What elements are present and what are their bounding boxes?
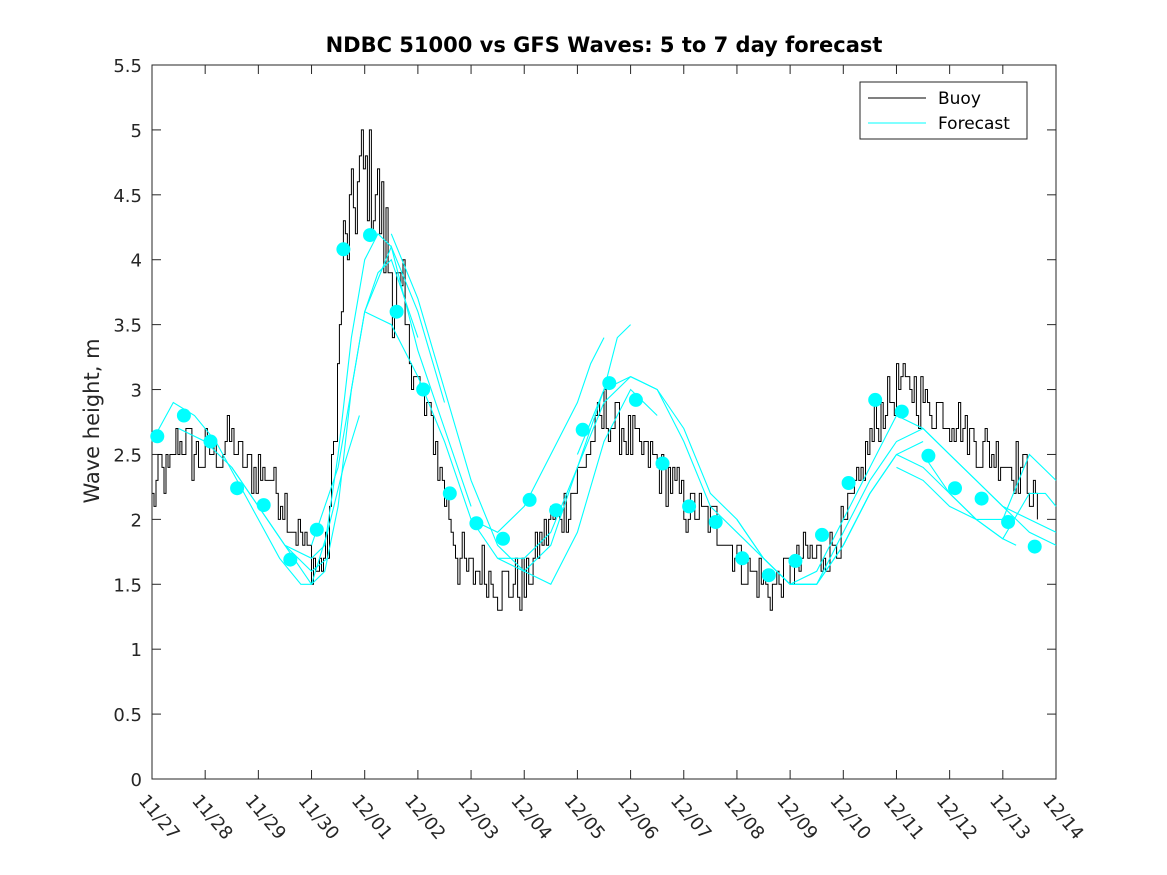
forecast-marker [203,434,218,449]
legend-box [859,81,1028,140]
y-tick-label: 3 [131,381,142,402]
forecast-marker [708,515,723,529]
forecast-marker [841,476,856,490]
plot-frame [151,64,1057,780]
forecast-series-line [497,324,631,559]
y-tick-label: 1.5 [113,575,142,596]
forecast-marker [655,456,670,471]
forecast-marker [868,392,883,407]
forecast-marker [283,552,298,567]
forecast-marker [416,382,431,397]
forecast-marker [628,392,643,407]
forecast-marker [309,522,324,537]
forecast-marker [176,408,191,423]
forecast-marker [150,429,165,444]
forecast-marker [230,481,245,496]
y-tick-label: 4.5 [113,186,142,207]
y-tick-label: 5 [131,121,142,142]
chart-title: NDBC 51000 vs GFS Waves: 5 to 7 day fore… [326,33,883,57]
forecast-series-line [284,232,446,559]
forecast-marker [522,492,537,507]
plot-area [150,129,1057,611]
forecast-marker [602,376,617,391]
forecast-series-line [922,454,1017,546]
legend-buoy-label: Buoy [938,89,981,109]
forecast-marker [389,304,404,319]
forecast-marker [735,551,750,566]
forecast-marker [442,486,457,501]
legend-forecast-label: Forecast [938,114,1010,134]
forecast-series-line [789,414,1057,585]
forecast-series-line [310,415,360,585]
forecast-marker [575,422,590,437]
forecast-series-line [310,244,472,546]
forecast-marker [761,568,776,583]
y-tick-label: 5.5 [113,56,142,77]
y-tick-label: 2.5 [113,445,142,466]
forecast-marker [549,503,564,518]
y-tick-label: 0.5 [113,705,142,726]
y-tick-label: 1 [131,640,142,661]
forecast-marker [363,228,377,243]
forecast-marker [682,499,697,514]
forecast-marker [336,242,351,257]
forecast-series-line [896,453,1057,520]
y-tick-label: 4 [131,251,142,272]
y-tick-label: 3.5 [113,316,142,337]
forecast-marker [788,553,803,568]
forecast-marker [1001,515,1016,529]
legend: Buoy Forecast [859,81,1028,140]
forecast-series-line [151,401,312,585]
forecast-marker [256,498,271,513]
y-tick-label: 2 [131,510,142,531]
forecast-marker [815,527,829,542]
forecast-series-line [470,337,605,533]
forecast-series-line [390,233,658,586]
forecast-marker [948,481,962,496]
forecast-marker [1027,539,1042,554]
buoy-series-line [152,129,1038,611]
forecast-marker [469,516,484,531]
forecast-marker [974,491,989,506]
forecast-marker [496,531,510,546]
y-axis-label: Wave height, m [80,338,104,503]
y-tick-label: 0 [131,770,142,791]
forecast-marker [894,404,909,419]
forecast-marker [921,448,936,463]
